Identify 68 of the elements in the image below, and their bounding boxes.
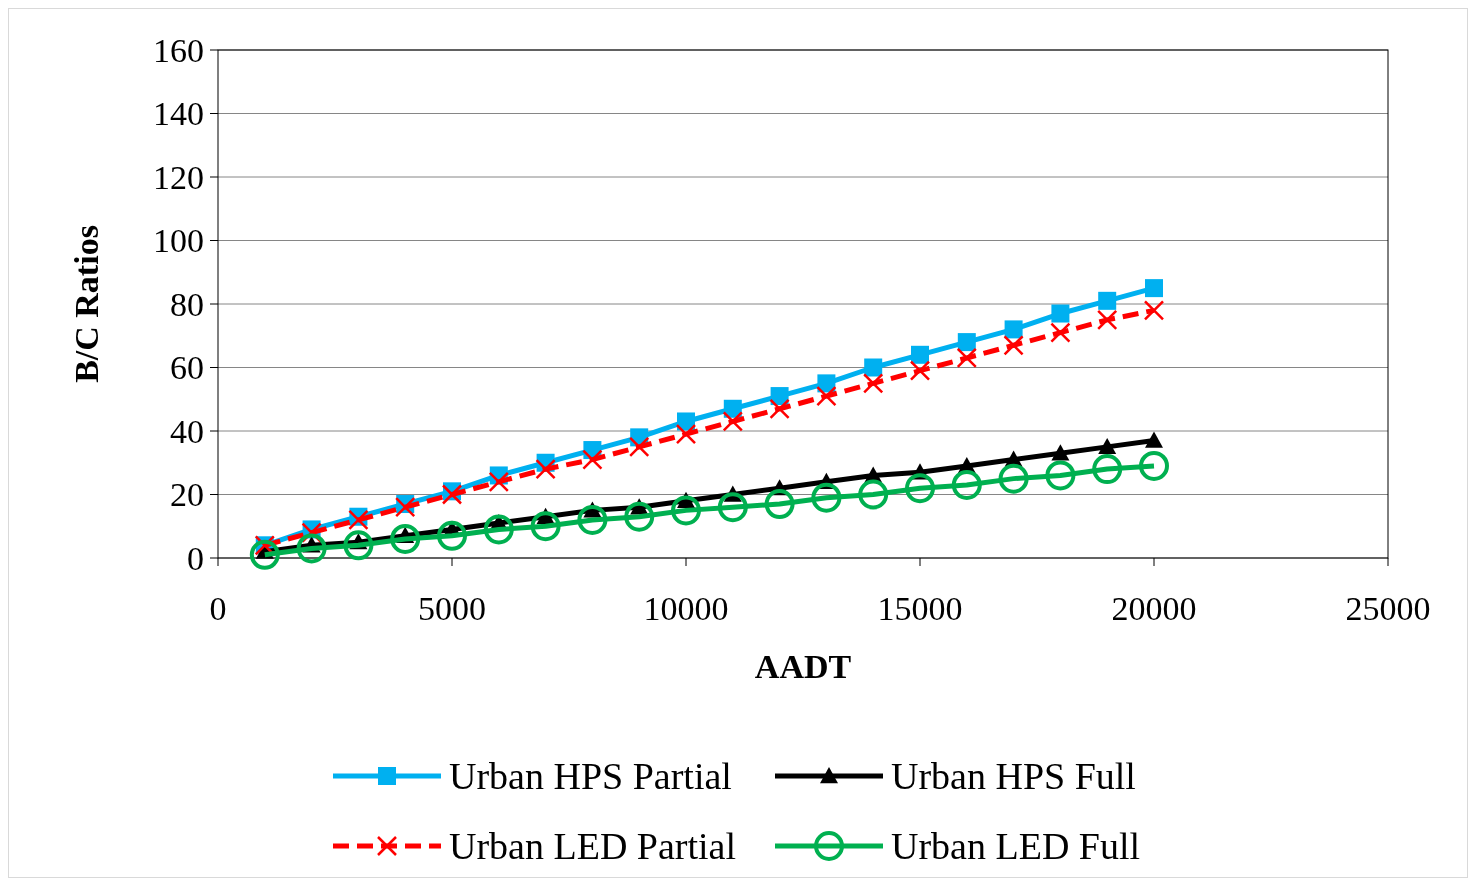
point bbox=[1139, 450, 1169, 481]
point bbox=[862, 373, 884, 394]
y-tick-label: 100 bbox=[153, 222, 204, 260]
point bbox=[1051, 304, 1070, 323]
point bbox=[296, 533, 327, 564]
point bbox=[348, 509, 369, 531]
point bbox=[1098, 437, 1117, 455]
point bbox=[811, 482, 842, 513]
point bbox=[1143, 300, 1165, 321]
point bbox=[677, 412, 695, 431]
point bbox=[483, 514, 514, 545]
point bbox=[343, 530, 374, 561]
point bbox=[764, 489, 795, 520]
point bbox=[722, 411, 744, 432]
point bbox=[1096, 309, 1118, 331]
y-tick-label: 140 bbox=[153, 95, 204, 133]
point bbox=[998, 463, 1029, 494]
point bbox=[956, 347, 978, 369]
point bbox=[816, 385, 837, 407]
y-tick-label: 120 bbox=[153, 158, 204, 196]
point bbox=[1050, 322, 1071, 343]
point bbox=[582, 449, 603, 470]
point bbox=[624, 501, 655, 532]
point bbox=[1045, 460, 1076, 491]
point bbox=[1051, 444, 1070, 461]
point bbox=[671, 495, 701, 526]
y-tick-label: 80 bbox=[170, 285, 204, 323]
point bbox=[769, 398, 790, 420]
point bbox=[535, 458, 556, 480]
point bbox=[1092, 454, 1123, 485]
point bbox=[437, 520, 467, 551]
y-axis-title: B/C Ratios bbox=[68, 225, 105, 383]
point bbox=[1003, 335, 1024, 356]
point bbox=[717, 492, 748, 523]
point bbox=[858, 479, 889, 510]
point bbox=[675, 423, 697, 445]
point bbox=[957, 333, 976, 352]
point bbox=[1004, 320, 1023, 339]
point bbox=[905, 473, 935, 504]
legend-label: Urban LED Partial bbox=[449, 825, 737, 868]
point bbox=[951, 469, 982, 500]
legend-label: Urban HPS Full bbox=[891, 755, 1136, 798]
y-tick-label: 40 bbox=[170, 412, 204, 450]
y-tick-label: 60 bbox=[170, 349, 204, 387]
point bbox=[530, 511, 561, 542]
y-tick-label: 20 bbox=[170, 476, 204, 514]
x-tick-label: 10000 bbox=[643, 590, 729, 627]
point bbox=[249, 539, 280, 570]
point bbox=[1098, 291, 1117, 310]
point bbox=[911, 345, 929, 364]
y-tick-label: 0 bbox=[187, 539, 204, 577]
y-tick-label: 160 bbox=[153, 31, 204, 69]
point bbox=[488, 471, 510, 493]
x-tick-label: 25000 bbox=[1345, 590, 1431, 627]
x-tick-label: 20000 bbox=[1111, 590, 1197, 627]
point bbox=[864, 358, 883, 377]
point bbox=[1145, 279, 1163, 298]
point bbox=[577, 504, 608, 535]
point bbox=[1145, 431, 1163, 448]
point bbox=[390, 523, 421, 554]
x-tick-label: 0 bbox=[209, 590, 227, 627]
x-tick-label: 5000 bbox=[418, 590, 486, 627]
point bbox=[909, 360, 931, 381]
legend-label: Urban LED Full bbox=[891, 825, 1141, 868]
x-tick-label: 15000 bbox=[877, 590, 963, 627]
point bbox=[628, 436, 650, 458]
x-axis-title: AADT bbox=[754, 648, 852, 685]
legend-label: Urban HPS Partial bbox=[449, 755, 732, 798]
